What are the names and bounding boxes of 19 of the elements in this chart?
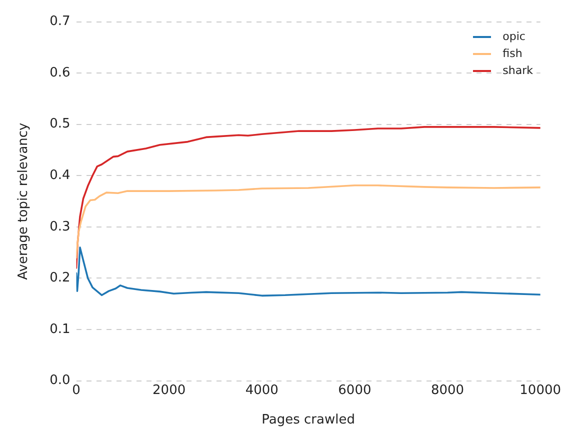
x-tick-label: 6000 (338, 382, 372, 398)
legend-label: fish (502, 47, 522, 60)
y-tick-label: 0.0 (50, 373, 70, 388)
y-tick-label: 0.7 (50, 14, 70, 30)
y-tick-label: 0.5 (50, 116, 70, 132)
y-tick-label: 0.1 (50, 322, 70, 337)
y-tick-label: 0.3 (50, 219, 70, 234)
x-tick-label: 0 (72, 382, 80, 398)
x-tick-label: 8000 (430, 382, 464, 398)
legend-label: shark (502, 64, 533, 77)
y-tick-label: 0.4 (50, 168, 70, 184)
y-tick-label: 0.6 (50, 65, 70, 80)
x-tick-label: 10000 (520, 382, 561, 398)
y-tick-label: 0.2 (50, 270, 70, 286)
x-axis-title: Pages crawled (262, 412, 355, 428)
y-axis-title: Average topic relevancy (16, 122, 32, 280)
x-tick-label: 2000 (152, 382, 186, 398)
legend-label: opic (502, 30, 526, 43)
x-tick-label: 4000 (245, 382, 278, 398)
